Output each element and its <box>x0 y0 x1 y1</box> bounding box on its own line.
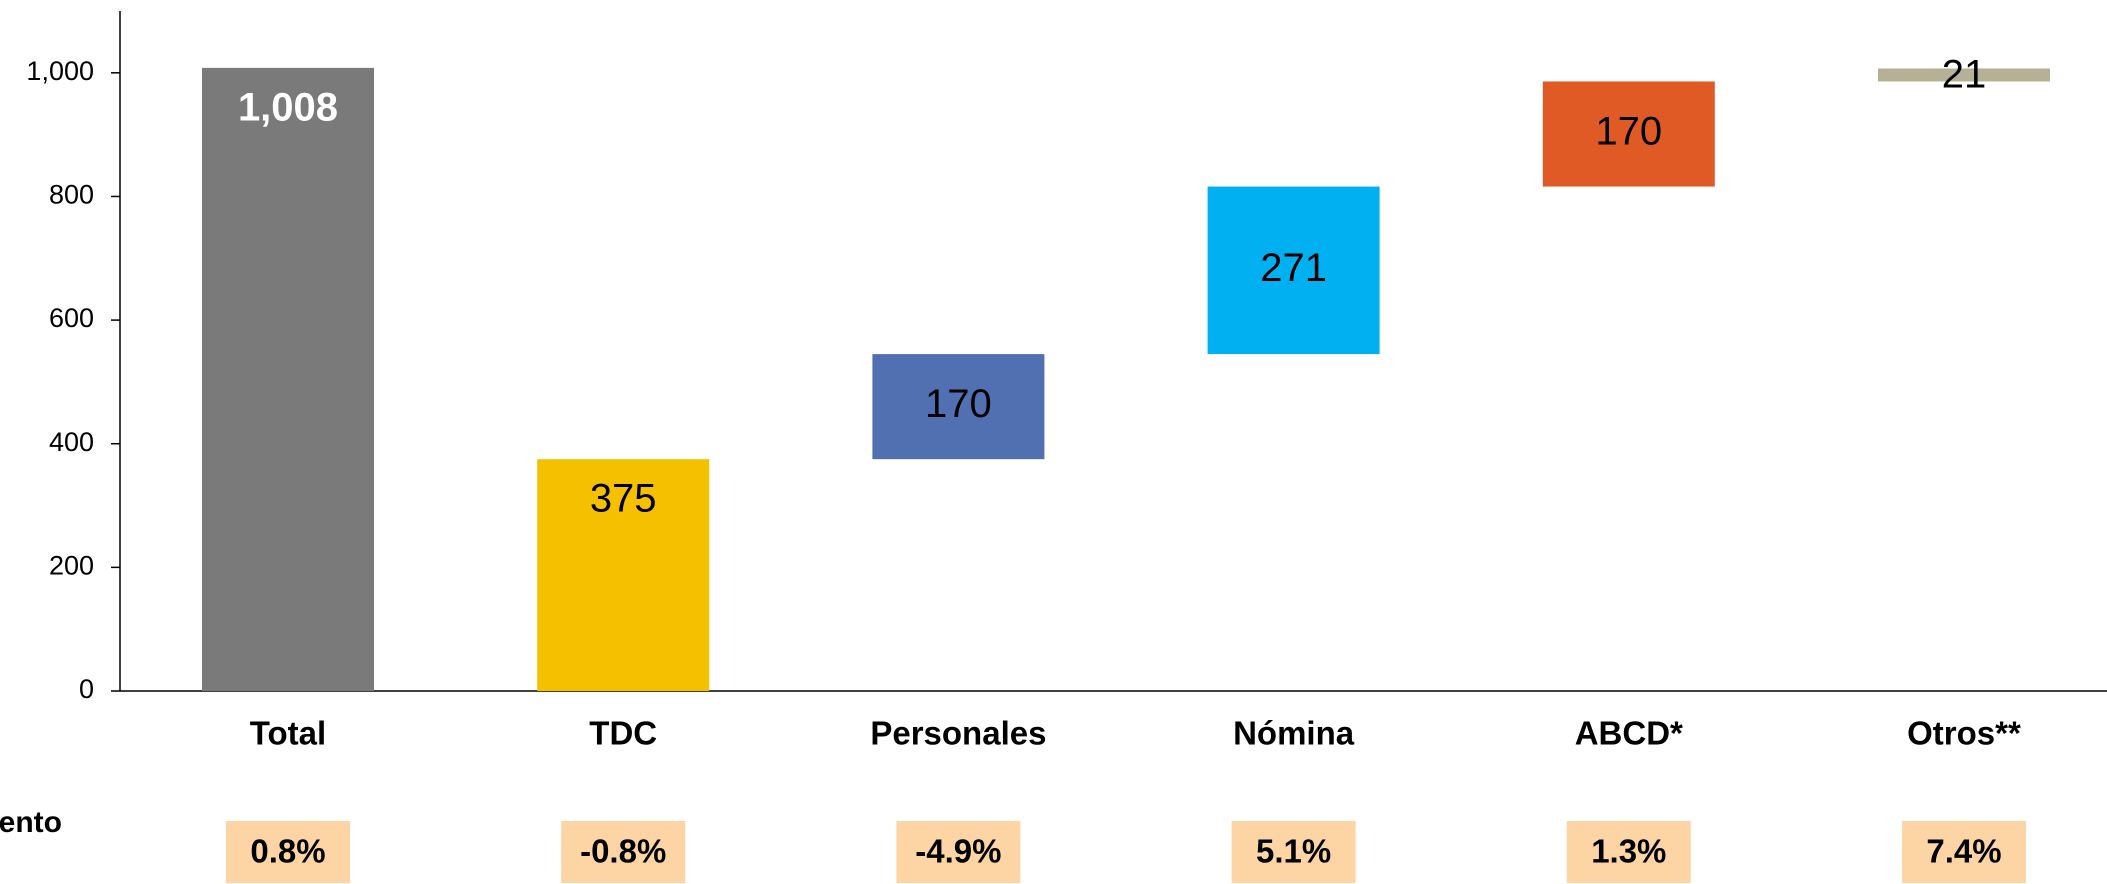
y-tick-label: 400 <box>49 427 94 457</box>
x-tick-label: Nómina <box>1233 715 1355 752</box>
growth-box <box>1566 821 1691 883</box>
growth-label: -0.8% <box>580 833 666 870</box>
y-tick-label: 600 <box>49 303 94 333</box>
growth-box <box>226 821 350 883</box>
growth-box <box>1231 821 1356 883</box>
bar-label: 375 <box>590 477 657 521</box>
growth-label: 7.4% <box>1926 833 2001 870</box>
bar-label: 170 <box>925 382 992 426</box>
bar <box>202 67 374 691</box>
bar <box>1542 81 1715 187</box>
growth-label: -4.9% <box>915 833 1001 870</box>
bar <box>1207 186 1380 355</box>
y-tick-label: 1,000 <box>26 56 94 86</box>
y-tick-label: 800 <box>49 180 94 210</box>
bar-label: 271 <box>1260 246 1327 290</box>
y-tick-label: 200 <box>49 550 94 580</box>
growth-label: 1.3% <box>1591 833 1666 870</box>
x-tick-label: Total <box>250 715 326 752</box>
x-tick-label: Otros** <box>1907 715 2021 752</box>
growth-box <box>1902 821 2026 883</box>
x-tick-label: ABCD* <box>1575 715 1683 752</box>
bar <box>872 354 1045 460</box>
row-label: ento <box>0 806 62 839</box>
growth-box <box>561 821 686 883</box>
growth-label: 5.1% <box>1256 833 1331 870</box>
y-tick-label: 0 <box>79 674 94 704</box>
bar <box>1878 68 2050 82</box>
bar-label: 1,008 <box>238 85 338 129</box>
bar <box>537 459 710 691</box>
bar-label: 21 <box>1942 53 1987 97</box>
growth-box <box>896 821 1021 883</box>
x-tick-label: TDC <box>589 715 657 752</box>
bar-label: 170 <box>1595 110 1662 154</box>
x-tick-label: Personales <box>870 715 1046 752</box>
growth-label: 0.8% <box>250 833 325 870</box>
